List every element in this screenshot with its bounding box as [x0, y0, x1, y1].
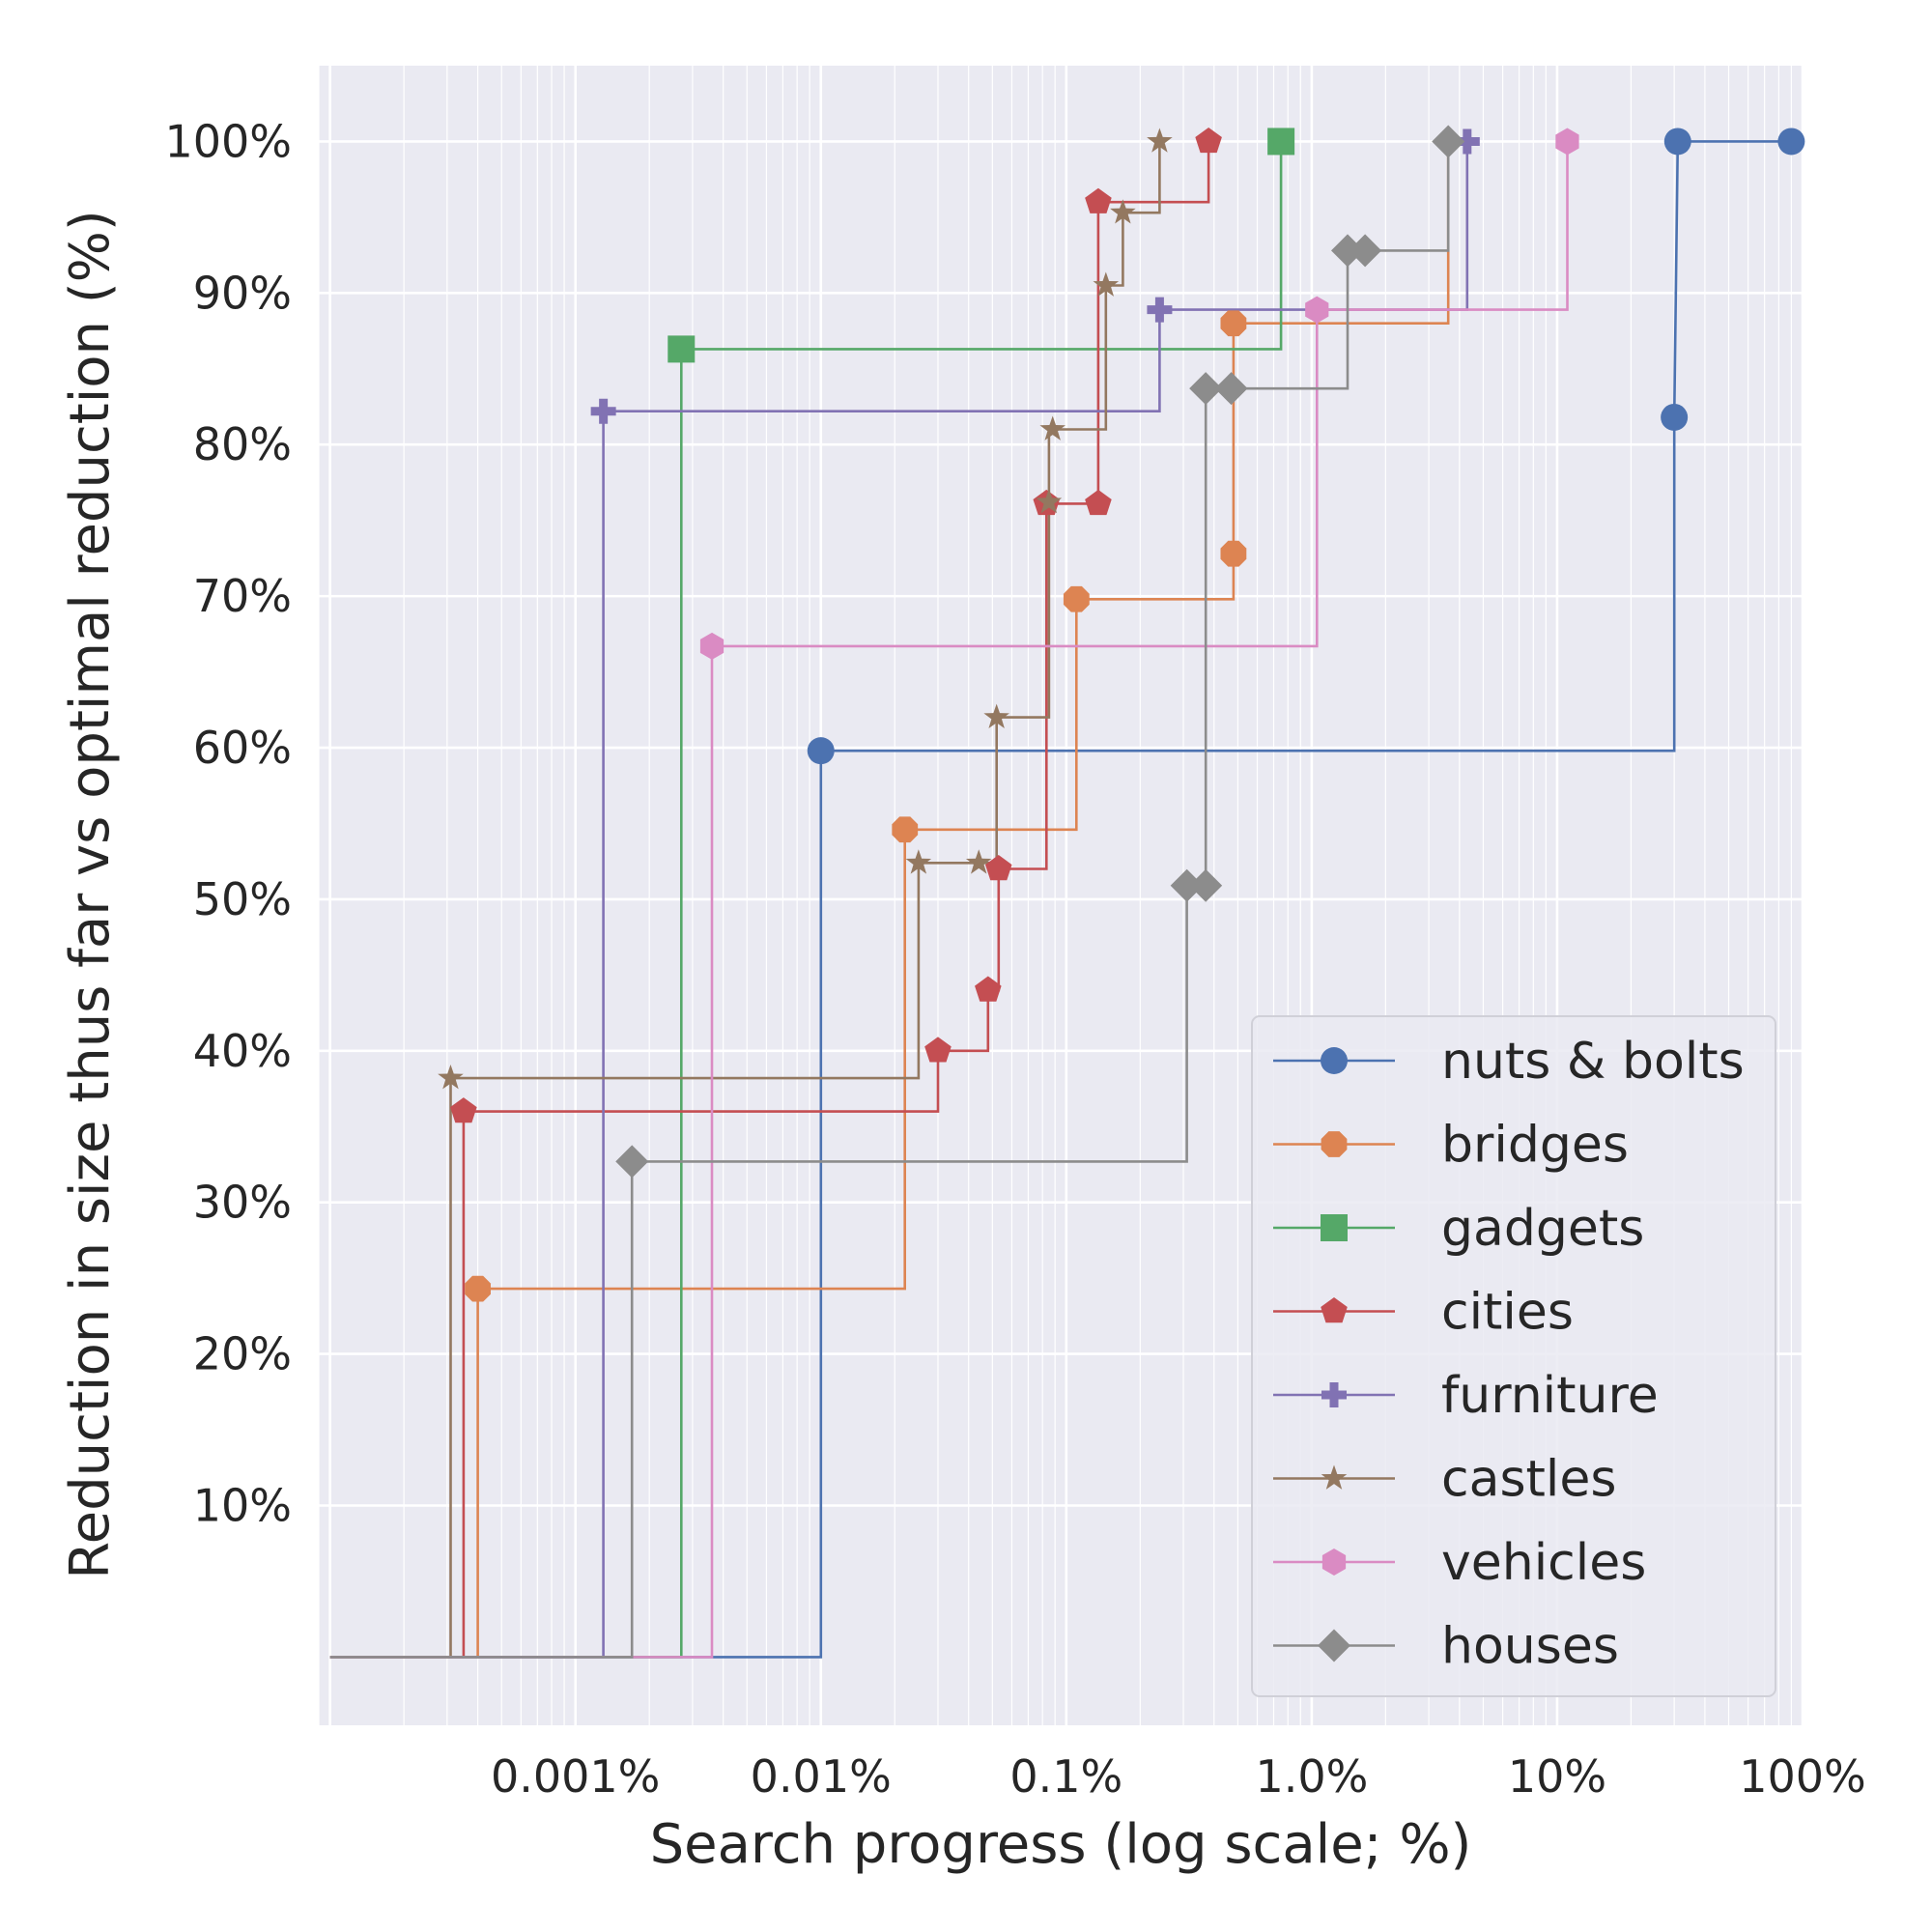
- y-tick-label: 80%: [193, 418, 292, 470]
- series-marker-cities: [1085, 187, 1112, 213]
- y-tick-label: 10%: [193, 1480, 292, 1532]
- legend-label: castles: [1441, 1451, 1616, 1509]
- y-tick-label: 50%: [193, 873, 292, 925]
- series-marker-nuts-bolts: [807, 737, 835, 765]
- legend-marker-castles: [1321, 1464, 1348, 1490]
- legend-label: vehicles: [1441, 1534, 1646, 1592]
- series-marker-nuts-bolts: [1661, 403, 1689, 431]
- legend-label: nuts & bolts: [1441, 1033, 1745, 1091]
- legend-label: cities: [1441, 1284, 1574, 1342]
- legend-item-furniture: furniture: [1273, 1367, 1659, 1425]
- legend-marker-cities: [1321, 1297, 1348, 1323]
- series-marker-castles: [1110, 199, 1136, 224]
- y-tick-label: 60%: [193, 722, 292, 774]
- legend-label: furniture: [1441, 1367, 1659, 1425]
- series-line-bridges: [329, 141, 1450, 1659]
- series-marker-houses: [1432, 125, 1465, 158]
- series-marker-castles: [1039, 415, 1066, 440]
- legend-item-houses: houses: [1273, 1618, 1619, 1676]
- series-marker-castles: [438, 1065, 464, 1090]
- series-marker-nuts-bolts: [1663, 128, 1691, 156]
- series-marker-furniture: [1454, 128, 1480, 155]
- series-marker-vehicles: [1555, 128, 1579, 156]
- series-marker-houses: [1214, 372, 1248, 406]
- x-tick-label: 0.01%: [751, 1750, 892, 1803]
- series-marker-castles: [1147, 128, 1173, 153]
- y-tick-label: 20%: [193, 1328, 292, 1380]
- series-marker-vehicles: [699, 632, 724, 660]
- y-tick-labels: 10% 20% 30% 40% 50% 60% 70% 80% 90% 100%: [164, 115, 292, 1531]
- legend-item-castles: castles: [1273, 1451, 1616, 1509]
- y-tick-label: 90%: [193, 267, 292, 319]
- series-marker-houses: [1331, 234, 1365, 268]
- series-marker-houses: [1349, 234, 1382, 268]
- x-tick-label: 0.001%: [491, 1750, 660, 1803]
- series-marker-cities: [975, 976, 1002, 1002]
- series-markers: [438, 125, 1805, 1302]
- x-axis-label: Search progress (log scale; %): [650, 1813, 1472, 1876]
- series-marker-bridges: [892, 816, 919, 843]
- legend-box: [1251, 1015, 1776, 1697]
- series-marker-nuts-bolts: [1777, 128, 1805, 156]
- legend-marker-gadgets: [1321, 1214, 1348, 1241]
- series-marker-bridges: [1220, 540, 1247, 567]
- legend-item-cities: cities: [1273, 1284, 1574, 1342]
- x-tick-labels: 0.001% 0.01% 0.1% 1.0% 10% 100%: [491, 1750, 1866, 1803]
- series-marker-castles: [1093, 271, 1120, 297]
- series-marker-gadgets: [1267, 128, 1295, 156]
- x-tick-label: 100%: [1739, 1750, 1866, 1803]
- y-tick-label: 100%: [164, 115, 292, 167]
- legend-item-nuts-bolts: nuts & bolts: [1273, 1033, 1745, 1091]
- legend-item-vehicles: vehicles: [1273, 1534, 1646, 1592]
- y-tick-label: 30%: [193, 1177, 292, 1229]
- legend-marker-nuts-bolts: [1321, 1047, 1348, 1074]
- y-tick-label: 40%: [193, 1025, 292, 1077]
- series-marker-cities: [1085, 489, 1112, 516]
- legend-label: houses: [1441, 1618, 1619, 1676]
- series-marker-bridges: [465, 1275, 491, 1302]
- series-marker-bridges: [1063, 585, 1090, 612]
- series-marker-gadgets: [668, 335, 696, 363]
- series-line-vehicles: [329, 141, 1569, 1659]
- series-marker-cities: [924, 1037, 952, 1063]
- series-marker-houses: [1170, 868, 1204, 902]
- series-marker-cities: [984, 855, 1012, 881]
- series-marker-bridges: [1220, 310, 1247, 337]
- series-marker-houses: [1189, 372, 1223, 406]
- series-marker-castles: [965, 849, 992, 874]
- series-marker-cities: [1195, 127, 1222, 154]
- y-tick-label: 70%: [193, 570, 292, 622]
- series-marker-furniture: [590, 398, 616, 424]
- x-tick-label: 0.1%: [1009, 1750, 1122, 1803]
- series-line-castles: [329, 141, 1161, 1659]
- legend-marker-furniture: [1321, 1382, 1347, 1407]
- legend-marker-bridges: [1321, 1131, 1348, 1157]
- series-marker-vehicles: [1305, 296, 1329, 324]
- series-marker-houses: [615, 1145, 649, 1179]
- series-marker-castles: [1036, 488, 1063, 514]
- legend-marker-houses: [1318, 1629, 1350, 1662]
- series-marker-castles: [905, 849, 932, 874]
- series-marker-cities: [450, 1097, 477, 1123]
- series-marker-houses: [1189, 868, 1223, 902]
- series-marker-furniture: [1147, 297, 1173, 323]
- legend: nuts & bolts bridges gadgets cities furnitur…: [1251, 1015, 1776, 1697]
- legend-item-gadgets: gadgets: [1273, 1200, 1644, 1258]
- legend-item-bridges: bridges: [1273, 1117, 1629, 1175]
- legend-label: bridges: [1441, 1117, 1629, 1175]
- y-axis-label: Reduction in size thus far vs optimal re…: [59, 210, 122, 1578]
- x-tick-label: 1.0%: [1255, 1750, 1368, 1803]
- x-tick-label: 10%: [1508, 1750, 1606, 1803]
- legend-label: gadgets: [1441, 1200, 1644, 1258]
- series-marker-castles: [983, 703, 1009, 728]
- legend-marker-vehicles: [1321, 1548, 1347, 1576]
